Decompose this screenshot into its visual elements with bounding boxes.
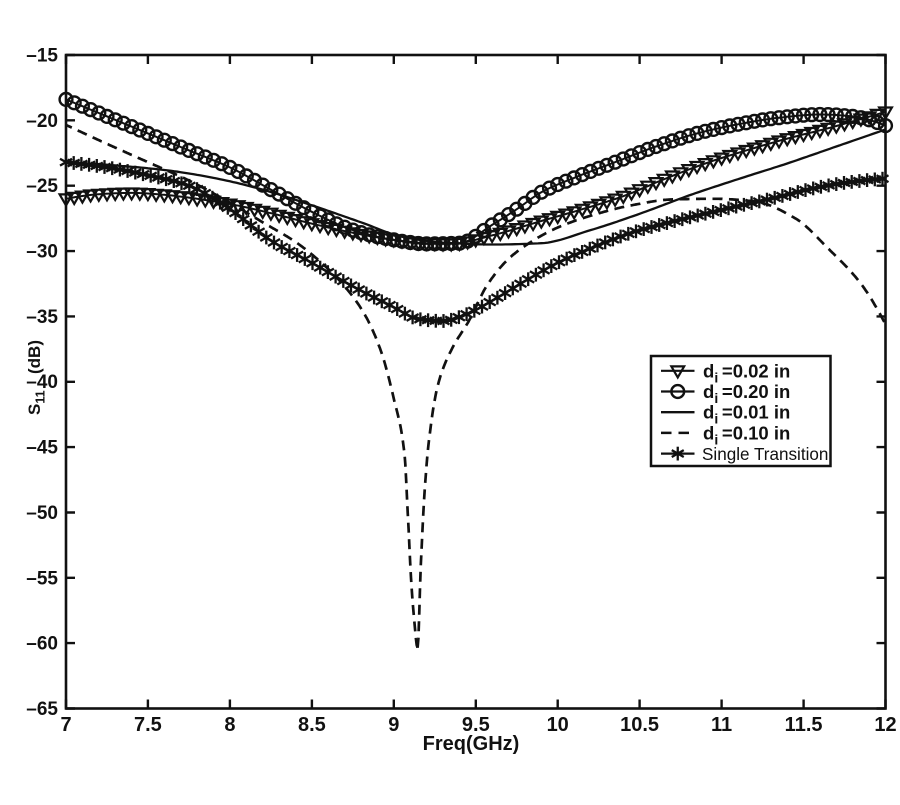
svg-text:11.5: 11.5 <box>785 714 823 736</box>
svg-text:–60: –60 <box>26 634 58 655</box>
svg-text:–25: –25 <box>26 176 58 197</box>
svg-text:10: 10 <box>547 714 569 736</box>
svg-text:Freq(GHz): Freq(GHz) <box>423 733 520 755</box>
svg-text:Single Transition: Single Transition <box>702 445 828 464</box>
svg-text:8.5: 8.5 <box>298 714 326 736</box>
svg-text:di =0.20 in: di =0.20 in <box>703 381 790 406</box>
svg-text:9.5: 9.5 <box>462 714 490 736</box>
svg-text:–65: –65 <box>26 699 58 720</box>
svg-text:(dB): (dB) <box>25 340 44 374</box>
svg-text:8: 8 <box>224 714 235 736</box>
svg-text:–55: –55 <box>26 568 58 589</box>
svg-text:7.5: 7.5 <box>134 714 162 736</box>
svg-text:11: 11 <box>711 714 732 736</box>
svg-text:–40: –40 <box>26 372 58 393</box>
svg-text:–30: –30 <box>26 242 58 263</box>
svg-text:–20: –20 <box>26 111 58 132</box>
svg-text:di =0.02 in: di =0.02 in <box>703 360 790 385</box>
svg-text:–35: –35 <box>26 307 58 328</box>
svg-text:7: 7 <box>60 714 71 736</box>
svg-text:9: 9 <box>388 714 399 736</box>
svg-text:12: 12 <box>874 714 896 736</box>
svg-text:di =0.10 in: di =0.10 in <box>703 422 790 447</box>
svg-text:–15: –15 <box>26 46 58 67</box>
svg-text:–45: –45 <box>26 438 58 459</box>
svg-text:10.5: 10.5 <box>620 714 659 736</box>
svg-text:–50: –50 <box>26 503 58 524</box>
svg-text:di =0.01 in: di =0.01 in <box>703 402 790 427</box>
